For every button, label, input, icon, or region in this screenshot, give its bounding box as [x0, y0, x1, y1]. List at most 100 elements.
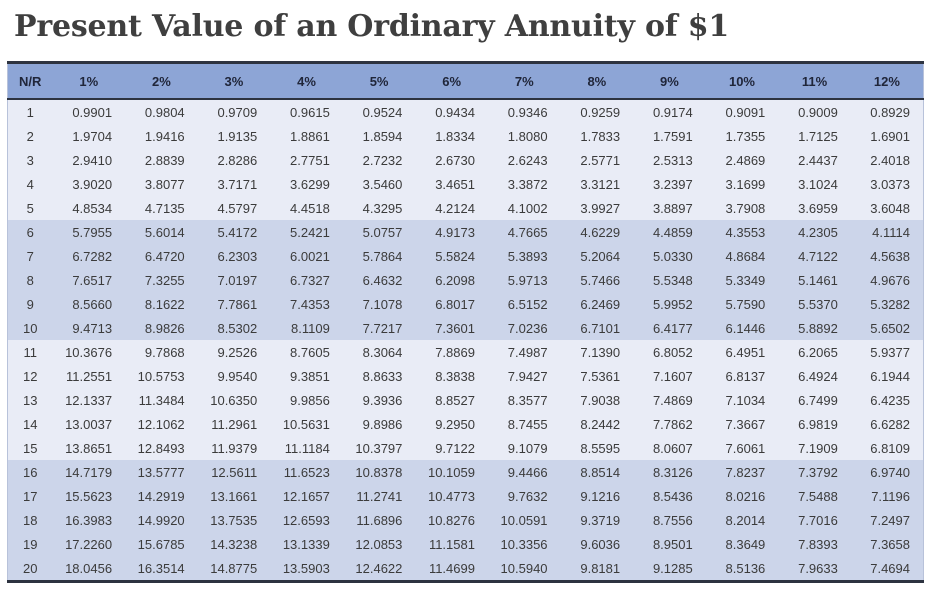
row-number-cell: 9 — [7, 292, 53, 316]
value-cell: 11.3484 — [125, 388, 198, 412]
value-cell: 13.1339 — [270, 532, 343, 556]
value-cell: 9.1079 — [487, 436, 561, 460]
value-cell: 5.5348 — [633, 268, 706, 292]
value-cell: 7.5488 — [778, 484, 851, 508]
value-cell: 7.3792 — [778, 460, 851, 484]
value-cell: 3.8077 — [125, 172, 198, 196]
value-cell: 1.7591 — [633, 124, 706, 148]
value-cell: 3.3121 — [560, 172, 634, 196]
value-cell: 2.7232 — [342, 148, 416, 172]
value-cell: 0.9009 — [778, 99, 851, 124]
value-cell: 7.4987 — [487, 340, 561, 364]
value-cell: 5.3893 — [487, 244, 561, 268]
value-cell: 2.7751 — [270, 148, 343, 172]
value-cell: 2.5771 — [560, 148, 634, 172]
value-cell: 7.8237 — [705, 460, 779, 484]
value-cell: 4.1002 — [487, 196, 561, 220]
value-cell: 2.5313 — [633, 148, 706, 172]
table-row: 6 5.7955 5.6014 5.4172 5.2421 5.0757 4.9173 4.7… — [7, 220, 924, 244]
table-row: 20 18.0456 16.3514 14.8775 13.5903 12.4622 11.… — [7, 556, 924, 582]
row-number-cell: 7 — [7, 244, 53, 268]
value-cell: 7.3667 — [705, 412, 779, 436]
value-cell: 10.8378 — [342, 460, 416, 484]
value-cell: 12.6593 — [270, 508, 343, 532]
value-cell: 6.4924 — [778, 364, 851, 388]
value-cell: 7.7862 — [633, 412, 706, 436]
value-cell: 8.8633 — [342, 364, 416, 388]
value-cell: 4.3553 — [705, 220, 779, 244]
value-cell: 10.4773 — [415, 484, 488, 508]
value-cell: 9.4713 — [52, 316, 126, 340]
row-number-cell: 20 — [7, 556, 53, 582]
value-cell: 9.9540 — [197, 364, 271, 388]
value-cell: 4.4859 — [633, 220, 706, 244]
value-cell: 9.8181 — [560, 556, 634, 582]
value-cell: 6.2098 — [415, 268, 488, 292]
value-cell: 5.5370 — [778, 292, 851, 316]
value-cell: 8.5595 — [560, 436, 634, 460]
table-row: 7 6.7282 6.4720 6.2303 6.0021 5.7864 5.5824 5.3… — [7, 244, 924, 268]
row-number-cell: 3 — [7, 148, 53, 172]
value-cell: 8.7556 — [633, 508, 706, 532]
row-number-cell: 12 — [7, 364, 53, 388]
value-cell: 4.7122 — [778, 244, 851, 268]
page-title: Present Value of an Ordinary Annuity of … — [14, 9, 730, 44]
value-cell: 0.9804 — [125, 99, 198, 124]
value-cell: 0.9434 — [415, 99, 488, 124]
value-cell: 7.0197 — [197, 268, 271, 292]
value-cell: 8.1622 — [125, 292, 198, 316]
value-cell: 5.9713 — [487, 268, 561, 292]
value-cell: 12.1337 — [52, 388, 126, 412]
value-cell: 12.4622 — [342, 556, 416, 582]
value-cell: 13.8651 — [52, 436, 126, 460]
value-cell: 0.9615 — [270, 99, 343, 124]
table-row: 17 15.5623 14.2919 13.1661 12.1657 11.2741 10.… — [7, 484, 924, 508]
row-number-cell: 4 — [7, 172, 53, 196]
column-header: 7% — [487, 61, 561, 100]
value-cell: 11.1581 — [415, 532, 488, 556]
value-cell: 6.0021 — [270, 244, 343, 268]
value-cell: 2.8839 — [125, 148, 198, 172]
value-cell: 11.2961 — [197, 412, 271, 436]
value-cell: 9.3936 — [342, 388, 416, 412]
value-cell: 3.4651 — [415, 172, 488, 196]
value-cell: 10.3676 — [52, 340, 126, 364]
value-cell: 7.4869 — [633, 388, 706, 412]
value-cell: 8.3649 — [705, 532, 779, 556]
value-cell: 16.3983 — [52, 508, 126, 532]
value-cell: 7.7861 — [197, 292, 271, 316]
value-cell: 7.2497 — [850, 508, 924, 532]
row-number-cell: 19 — [7, 532, 53, 556]
value-cell: 5.6014 — [125, 220, 198, 244]
value-cell: 5.7955 — [52, 220, 126, 244]
value-cell: 9.7632 — [487, 484, 561, 508]
value-cell: 8.9826 — [125, 316, 198, 340]
value-cell: 7.6061 — [705, 436, 779, 460]
value-cell: 4.9173 — [415, 220, 488, 244]
row-number-cell: 8 — [7, 268, 53, 292]
value-cell: 3.1024 — [778, 172, 851, 196]
value-cell: 2.6730 — [415, 148, 488, 172]
value-cell: 1.8334 — [415, 124, 488, 148]
value-cell: 9.3851 — [270, 364, 343, 388]
value-cell: 8.5660 — [52, 292, 126, 316]
value-cell: 2.8286 — [197, 148, 271, 172]
value-cell: 12.5611 — [197, 460, 271, 484]
column-header: 5% — [342, 61, 416, 100]
table-row: 12 11.2551 10.5753 9.9540 9.3851 8.8633 8.3838… — [7, 364, 924, 388]
value-cell: 8.3577 — [487, 388, 561, 412]
row-number-cell: 1 — [7, 99, 53, 124]
value-cell: 6.4235 — [850, 388, 924, 412]
value-cell: 1.7125 — [778, 124, 851, 148]
value-cell: 13.0037 — [52, 412, 126, 436]
value-cell: 5.0330 — [633, 244, 706, 268]
value-cell: 8.7455 — [487, 412, 561, 436]
table-row: 16 14.7179 13.5777 12.5611 11.6523 10.8378 10.… — [7, 460, 924, 484]
value-cell: 11.2741 — [342, 484, 416, 508]
value-cell: 6.5152 — [487, 292, 561, 316]
value-cell: 7.5361 — [560, 364, 634, 388]
value-cell: 12.1062 — [125, 412, 198, 436]
value-cell: 5.5824 — [415, 244, 488, 268]
column-header: 1% — [52, 61, 126, 100]
value-cell: 5.9952 — [633, 292, 706, 316]
